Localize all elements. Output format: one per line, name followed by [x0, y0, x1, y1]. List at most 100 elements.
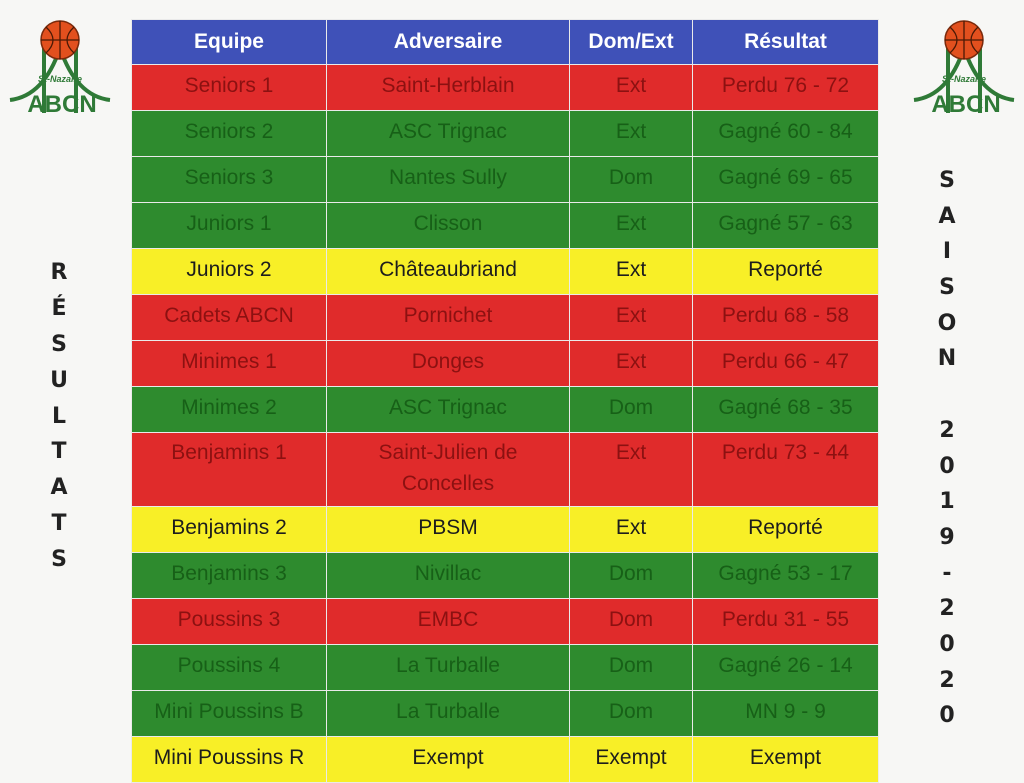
cell-adversaire: La Turballe: [326, 690, 570, 737]
vertical-letter: T: [51, 439, 67, 465]
table-row: Seniors 3 Nantes Sully Dom Gagné 69 - 65: [131, 156, 879, 203]
cell-adversaire: Saint-Herblain: [326, 64, 570, 111]
logo-text-bottom: ABCN: [27, 91, 96, 118]
header-resultat: Résultat: [692, 19, 879, 65]
table-row: Poussins 3 EMBC Dom Perdu 31 - 55: [131, 598, 879, 645]
cell-adversaire: Nivillac: [326, 552, 570, 599]
table-row: Poussins 4 La Turballe Dom Gagné 26 - 14: [131, 644, 879, 691]
cell-resultat: Perdu 76 - 72: [692, 64, 879, 111]
vertical-letter: I: [942, 239, 952, 265]
cell-resultat: Gagné 53 - 17: [692, 552, 879, 599]
cell-dom-ext: Ext: [569, 110, 693, 157]
cell-adversaire: Pornichet: [326, 294, 570, 341]
cell-resultat: Exempt: [692, 736, 879, 783]
vertical-letter: 1: [939, 489, 955, 515]
vertical-letter: 0: [939, 453, 955, 479]
cell-equipe: Minimes 2: [131, 386, 327, 433]
cell-dom-ext: Ext: [569, 202, 693, 249]
cell-adversaire: PBSM: [326, 506, 570, 553]
adversaire-line: Concelles: [401, 472, 495, 495]
table-row: Benjamins 2 PBSM Ext Reporté: [131, 506, 879, 553]
resultats-vertical-title: R É S U L T A T S: [44, 262, 74, 585]
cell-adversaire: Châteaubriand: [326, 248, 570, 295]
cell-equipe: Benjamins 1: [131, 432, 327, 507]
cell-resultat: Gagné 26 - 14: [692, 644, 879, 691]
table-row: Seniors 1 Saint-Herblain Ext Perdu 76 - …: [131, 64, 879, 111]
cell-dom-ext: Ext: [569, 64, 693, 111]
table-row: Mini Poussins R Exempt Exempt Exempt: [131, 736, 879, 783]
cell-adversaire: Clisson: [326, 202, 570, 249]
cell-equipe: Minimes 1: [131, 340, 327, 387]
header-adversaire: Adversaire: [326, 19, 570, 65]
vertical-letter: R: [50, 260, 68, 285]
table-header-row: Equipe Adversaire Dom/Ext Résultat: [131, 19, 879, 65]
vertical-letter: S: [939, 275, 955, 301]
vertical-letter: L: [51, 403, 67, 429]
cell-resultat: Gagné 69 - 65: [692, 156, 879, 203]
cell-equipe: Mini Poussins R: [131, 736, 327, 783]
cell-dom-ext: Dom: [569, 598, 693, 645]
cell-adversaire: La Turballe: [326, 644, 570, 691]
cell-resultat: Reporté: [692, 506, 879, 553]
table-row: Juniors 1 Clisson Ext Gagné 57 - 63: [131, 202, 879, 249]
cell-resultat: Perdu 73 - 44: [692, 432, 879, 507]
vertical-letter: 0: [939, 703, 955, 729]
cell-dom-ext: Dom: [569, 156, 693, 203]
cell-equipe: Seniors 3: [131, 156, 327, 203]
cell-dom-ext: Dom: [569, 644, 693, 691]
cell-adversaire: Nantes Sully: [326, 156, 570, 203]
table-row: Juniors 2 Châteaubriand Ext Reporté: [131, 248, 879, 295]
table-row: Cadets ABCN Pornichet Ext Perdu 68 - 58: [131, 294, 879, 341]
cell-dom-ext: Exempt: [569, 736, 693, 783]
vertical-letter: 9: [939, 524, 955, 550]
vertical-letter: -: [942, 560, 952, 586]
vertical-letter: 2: [939, 667, 955, 693]
header-equipe: Equipe: [131, 19, 327, 65]
cell-resultat: Gagné 60 - 84: [692, 110, 879, 157]
cell-dom-ext: Dom: [569, 690, 693, 737]
vertical-letter: S: [51, 331, 67, 357]
results-table: Equipe Adversaire Dom/Ext Résultat Senio…: [131, 19, 879, 783]
vertical-letter: O: [937, 310, 957, 336]
vertical-letter: T: [51, 511, 67, 537]
vertical-letter: A: [938, 203, 956, 229]
cell-adversaire: Donges: [326, 340, 570, 387]
cell-equipe: Mini Poussins B: [131, 690, 327, 737]
cell-adversaire: Exempt: [326, 736, 570, 783]
cell-equipe: Juniors 2: [131, 248, 327, 295]
cell-resultat: Perdu 68 - 58: [692, 294, 879, 341]
cell-dom-ext: Ext: [569, 506, 693, 553]
cell-resultat: Gagné 68 - 35: [692, 386, 879, 433]
cell-equipe: Juniors 1: [131, 202, 327, 249]
vertical-letter: É: [51, 295, 67, 321]
saison-vertical-title: S A I S O N 2 0 1 9 - 2 0 2 0: [932, 170, 962, 741]
abcn-logo-right: St-Nazaire ABCN: [913, 20, 1015, 118]
vertical-letter: S: [51, 547, 67, 573]
cell-equipe: Benjamins 2: [131, 506, 327, 553]
table-row: Mini Poussins B La Turballe Dom MN 9 - 9: [131, 690, 879, 737]
table-row: Seniors 2 ASC Trignac Ext Gagné 60 - 84: [131, 110, 879, 157]
vertical-letter: 0: [939, 631, 955, 657]
table-row: Benjamins 3 Nivillac Dom Gagné 53 - 17: [131, 552, 879, 599]
cell-equipe: Poussins 4: [131, 644, 327, 691]
logo-text-bottom: ABCN: [931, 91, 1000, 118]
cell-adversaire: ASC Trignac: [326, 110, 570, 157]
vertical-letter: 2: [939, 596, 955, 622]
logo-text-top: St-Nazaire: [942, 74, 986, 84]
cell-dom-ext: Ext: [569, 294, 693, 341]
cell-adversaire: Saint-Julien de Concelles: [326, 432, 570, 507]
cell-equipe: Poussins 3: [131, 598, 327, 645]
cell-equipe: Cadets ABCN: [131, 294, 327, 341]
vertical-letter: A: [50, 475, 68, 501]
vertical-letter: U: [50, 367, 68, 393]
abcn-logo: St-Nazaire ABCN: [9, 20, 111, 118]
cell-equipe: Seniors 2: [131, 110, 327, 157]
header-dom-ext: Dom/Ext: [569, 19, 693, 65]
table-row: Minimes 2 ASC Trignac Dom Gagné 68 - 35: [131, 386, 879, 433]
cell-resultat: Reporté: [692, 248, 879, 295]
cell-adversaire: ASC Trignac: [326, 386, 570, 433]
cell-equipe: Benjamins 3: [131, 552, 327, 599]
logo-text-top: St-Nazaire: [38, 74, 82, 84]
cell-dom-ext: Ext: [569, 432, 693, 507]
cell-resultat: MN 9 - 9: [692, 690, 879, 737]
